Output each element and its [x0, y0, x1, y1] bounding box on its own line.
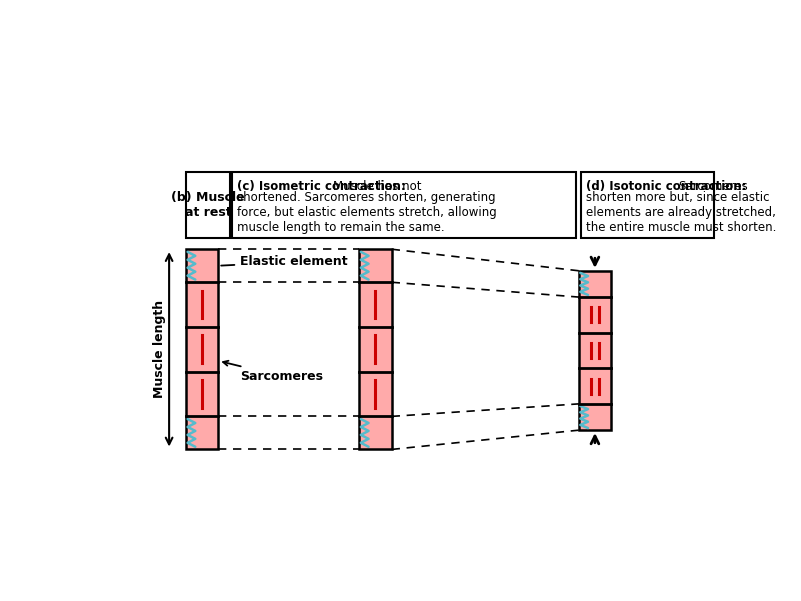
Text: (b) Muscle
at rest: (b) Muscle at rest: [171, 191, 245, 219]
Text: (d) Isotonic contraction:: (d) Isotonic contraction:: [586, 180, 751, 193]
Bar: [360, 249, 392, 450]
Text: shorten more but, since elastic
elements are already stretched,
the entire muscl: shorten more but, since elastic elements…: [586, 191, 776, 234]
Text: shortened. Sarcomeres shorten, generating
force, but elastic elements stretch, a: shortened. Sarcomeres shorten, generatin…: [237, 191, 497, 234]
Text: Muscle length: Muscle length: [153, 300, 167, 398]
Text: Sarcomeres: Sarcomeres: [678, 180, 747, 193]
Text: Sarcomeres: Sarcomeres: [223, 361, 323, 383]
Bar: [579, 271, 611, 430]
Bar: [232, 172, 577, 237]
Text: Elastic element: Elastic element: [221, 255, 348, 269]
Bar: [581, 172, 714, 237]
Text: (c) Isometric contraction:: (c) Isometric contraction:: [237, 180, 410, 193]
Bar: [186, 172, 230, 237]
Text: Muscle has not: Muscle has not: [332, 180, 421, 193]
Bar: [186, 249, 219, 450]
